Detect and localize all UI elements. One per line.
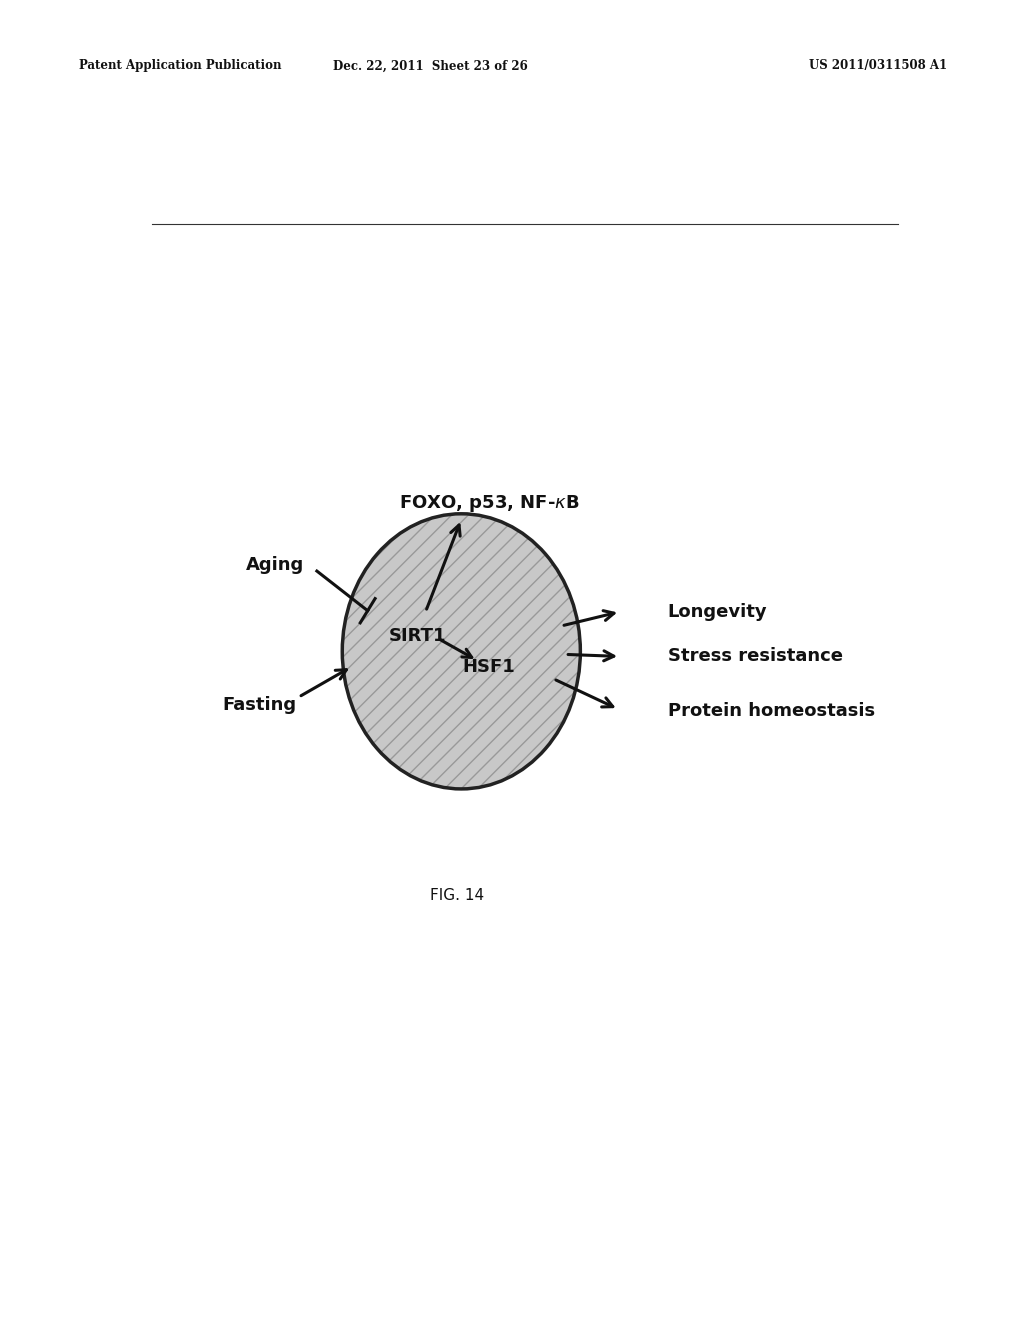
Text: Protein homeostasis: Protein homeostasis [668,702,874,721]
Text: SIRT1: SIRT1 [389,627,446,645]
Text: FIG. 14: FIG. 14 [430,888,484,903]
Text: US 2011/0311508 A1: US 2011/0311508 A1 [809,59,947,73]
Text: Patent Application Publication: Patent Application Publication [79,59,282,73]
Text: Fasting: Fasting [222,696,296,714]
Text: HSF1: HSF1 [463,657,515,676]
Text: Aging: Aging [246,556,304,574]
Text: FOXO, p53, NF-$\kappa$B: FOXO, p53, NF-$\kappa$B [398,494,580,515]
Text: Dec. 22, 2011  Sheet 23 of 26: Dec. 22, 2011 Sheet 23 of 26 [333,59,527,73]
Ellipse shape [342,513,581,789]
Text: Longevity: Longevity [668,603,767,620]
Text: Stress resistance: Stress resistance [668,647,843,665]
